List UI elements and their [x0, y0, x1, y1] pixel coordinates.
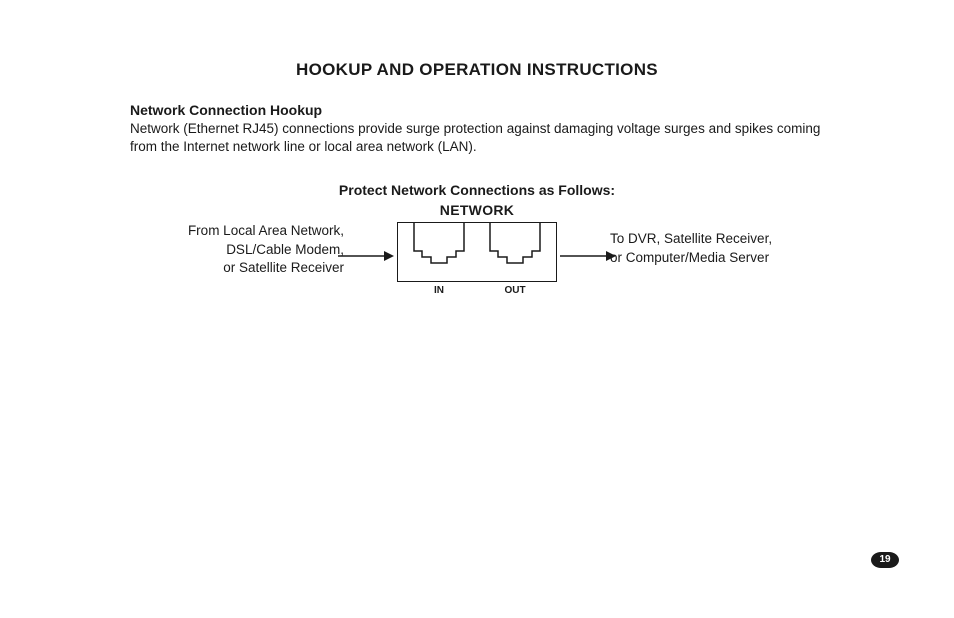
rj45-jack-in-icon	[410, 223, 468, 265]
diagram-left-line1: From Local Area Network,	[188, 222, 344, 240]
network-hookup-diagram: From Local Area Network, DSL/Cable Modem…	[130, 208, 824, 308]
jack-in-label: IN	[410, 285, 468, 296]
diagram-right-line2: or Computer/Media Server	[610, 249, 772, 267]
rj45-jack-out-icon	[486, 223, 544, 265]
section-heading: Network Connection Hookup	[130, 102, 824, 118]
arrow-in-icon	[338, 250, 394, 262]
network-port-box: IN OUT	[397, 222, 557, 282]
diagram-header-label: NETWORK	[440, 202, 514, 218]
section-subheading: Protect Network Connections as Follows:	[130, 182, 824, 198]
diagram-left-line2: DSL/Cable Modem,	[188, 241, 344, 259]
diagram-right-caption: To DVR, Satellite Receiver, or Computer/…	[610, 230, 772, 266]
arrow-out-icon	[560, 250, 616, 262]
section-body: Network (Ethernet RJ45) connections prov…	[130, 120, 824, 156]
diagram-right-line1: To DVR, Satellite Receiver,	[610, 230, 772, 248]
diagram-left-caption: From Local Area Network, DSL/Cable Modem…	[188, 222, 344, 277]
diagram-left-line3: or Satellite Receiver	[188, 259, 344, 277]
page-title: HOOKUP AND OPERATION INSTRUCTIONS	[130, 60, 824, 80]
page-number-badge: 19	[871, 552, 899, 568]
jack-out-label: OUT	[486, 285, 544, 296]
